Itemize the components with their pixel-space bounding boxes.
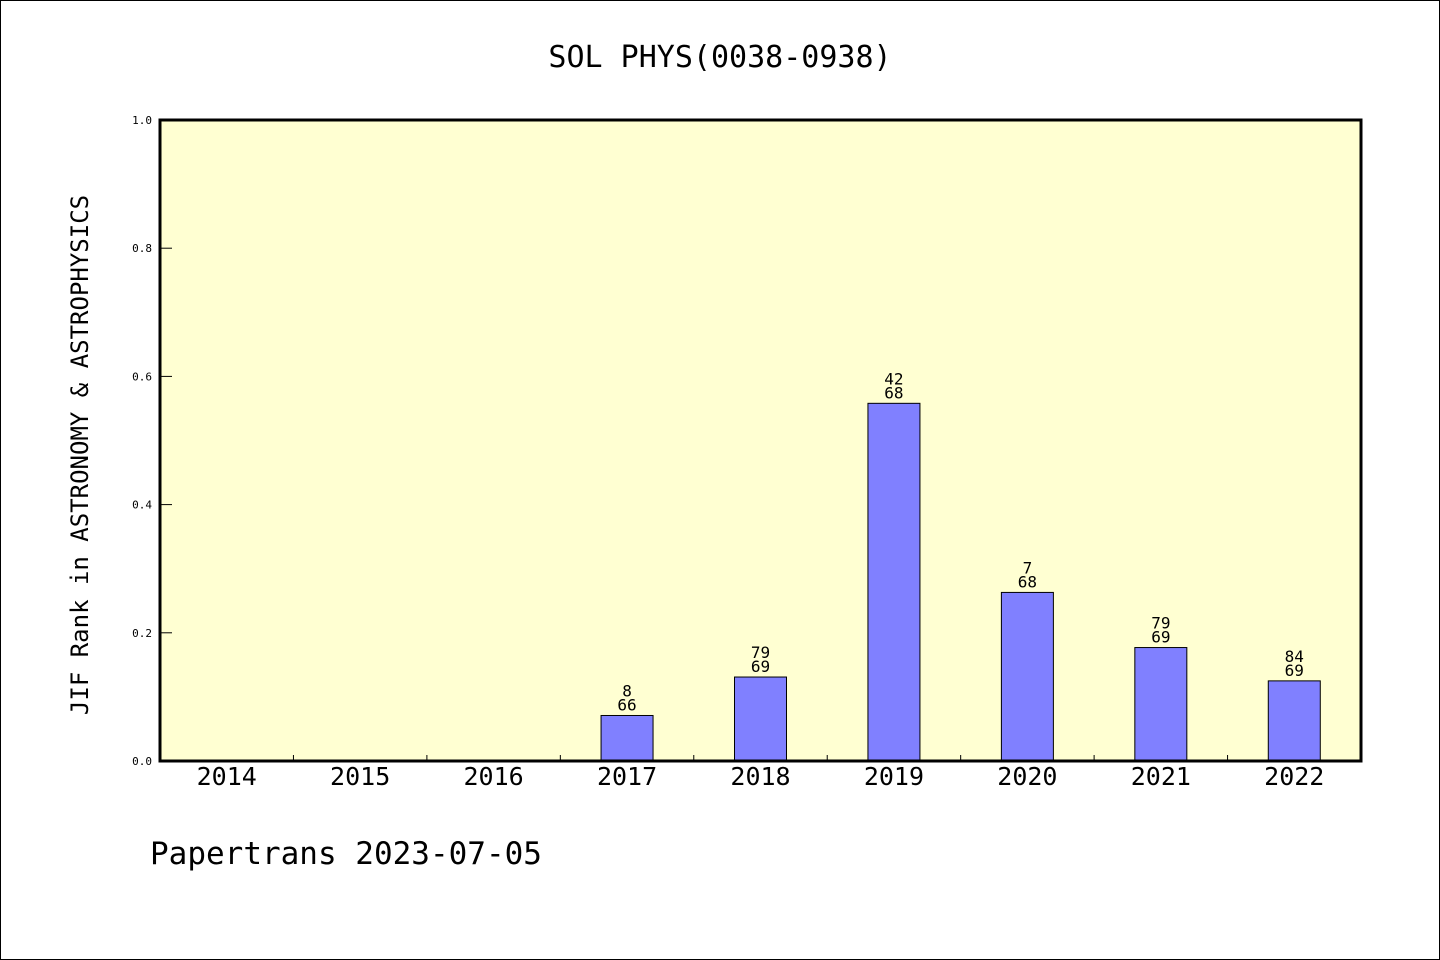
y-ticks-layer: 0.0 0.2 0.4 0.6 0.8 1.0 xyxy=(132,114,172,768)
bar-label-bottom: 69 xyxy=(1151,628,1170,647)
bar-label-top: 7 xyxy=(1023,558,1033,577)
bar-label-top: 42 xyxy=(884,369,903,388)
bar xyxy=(734,676,787,762)
x-tick-label: 2021 xyxy=(1131,762,1191,791)
bar-label-bottom: 68 xyxy=(884,383,903,402)
y-tick-label: 0.2 xyxy=(132,627,152,640)
y-tick-label: 0.8 xyxy=(132,242,152,255)
x-tick-label: 2019 xyxy=(864,762,924,791)
bar xyxy=(867,402,921,762)
bar-label-bottom: 68 xyxy=(1018,572,1037,591)
bar xyxy=(1134,647,1188,762)
chart-title: SOL PHYS(0038-0938) xyxy=(548,40,891,75)
x-tick-label: 2018 xyxy=(730,762,790,791)
bar-label-top: 84 xyxy=(1285,647,1304,666)
x-ticks-layer: 2014 2015 2016 2017 2018 2019 2020 2021 2022 xyxy=(197,755,1324,791)
x-tick-label: 2017 xyxy=(597,762,657,791)
bar xyxy=(1000,591,1054,762)
x-tick-label: 2014 xyxy=(197,762,257,791)
y-tick-label: 0.4 xyxy=(132,499,152,512)
y-axis-label: JIF Rank in ASTRONOMY & ASTROPHYSICS xyxy=(66,195,94,715)
x-tick-label: 2022 xyxy=(1264,762,1324,791)
bar xyxy=(1267,680,1321,762)
y-tick-label: 1.0 xyxy=(132,114,152,127)
bar-label-bottom: 66 xyxy=(617,695,636,714)
footer-text: Papertrans 2023-07-05 xyxy=(150,836,542,872)
x-tick-label: 2016 xyxy=(464,762,524,791)
y-tick-label: 0.6 xyxy=(132,370,152,383)
bar-label-bottom: 69 xyxy=(1285,661,1304,680)
bar-label-bottom: 69 xyxy=(751,657,770,676)
x-tick-label: 2015 xyxy=(330,762,390,791)
plot-border xyxy=(158,118,1363,763)
bar-label-top: 8 xyxy=(622,681,632,700)
bar xyxy=(600,714,654,762)
y-tick-label: 0.0 xyxy=(132,755,152,768)
bar-label-top: 79 xyxy=(1151,614,1170,633)
bar-label-top: 79 xyxy=(751,643,770,662)
x-tick-label: 2020 xyxy=(997,762,1057,791)
